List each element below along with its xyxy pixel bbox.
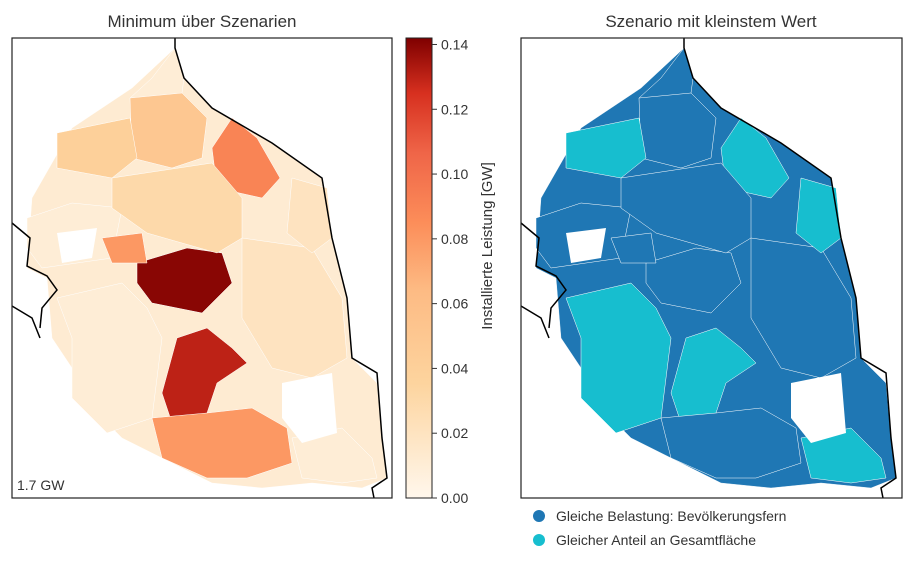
legend-label-1: Gleicher Anteil an Gesamtfläche [556, 532, 756, 548]
region-center[interactable] [136, 247, 233, 314]
colorbar-ticks: 0.00 0.02 0.04 0.06 0.08 0.10 0.12 0.14 [432, 36, 468, 506]
region-northeast[interactable] [211, 117, 281, 199]
region-east-strip[interactable] [286, 177, 333, 254]
region-southeast[interactable] [291, 427, 378, 484]
region-center-west[interactable] [610, 232, 657, 264]
colorbar-tick-label: 0.08 [441, 231, 468, 247]
colorbar-label: Installierte Leistung [GW] [479, 162, 496, 330]
region-south-center[interactable] [161, 327, 248, 424]
region-center-west[interactable] [101, 232, 148, 264]
region-center[interactable] [645, 247, 742, 314]
legend-marker-1 [533, 534, 545, 546]
right-map [520, 38, 897, 499]
boundary-line [683, 38, 897, 499]
region-northeast[interactable] [720, 117, 790, 199]
boundary-line [11, 222, 58, 329]
total-annotation: 1.7 GW [17, 477, 65, 493]
legend-marker-0 [533, 510, 545, 522]
region-middle[interactable] [620, 162, 752, 254]
region-middle[interactable] [111, 162, 243, 254]
region-east-strip[interactable] [795, 177, 842, 254]
colorbar-tick-label: 0.12 [441, 101, 468, 117]
right-map-title: Szenario mit kleinstem Wert [605, 12, 817, 31]
boundary-line [520, 305, 550, 339]
region-gap [566, 228, 606, 263]
colorbar-tick-label: 0.02 [441, 425, 468, 441]
region-south[interactable] [660, 407, 802, 479]
colorbar-tick-label: 0.14 [441, 36, 468, 52]
legend: Gleiche Belastung: Bevölkerungsfern Glei… [533, 508, 786, 548]
region-west[interactable] [56, 117, 138, 179]
region-southeast[interactable] [800, 427, 887, 484]
region-gap [282, 373, 337, 443]
boundary-line [174, 38, 388, 499]
region-south[interactable] [151, 407, 293, 479]
legend-label-0: Gleiche Belastung: Bevölkerungsfern [556, 508, 786, 524]
region-south-center[interactable] [670, 327, 757, 424]
region-east[interactable] [241, 237, 348, 379]
boundary-line [11, 305, 41, 339]
left-map-title: Minimum über Szenarien [108, 12, 297, 31]
region-east[interactable] [750, 237, 857, 379]
region-west[interactable] [565, 117, 647, 179]
region-gap [791, 373, 846, 443]
colorbar [405, 37, 433, 499]
boundary-line [520, 222, 567, 329]
left-map-frame [11, 37, 393, 499]
colorbar-tick-label: 0.00 [441, 490, 468, 506]
left-map [11, 38, 388, 499]
colorbar-tick-label: 0.10 [441, 166, 468, 182]
right-map-frame [520, 37, 903, 499]
colorbar-tick-label: 0.04 [441, 360, 468, 376]
colorbar-tick-label: 0.06 [441, 296, 468, 312]
region-gap [57, 228, 97, 263]
